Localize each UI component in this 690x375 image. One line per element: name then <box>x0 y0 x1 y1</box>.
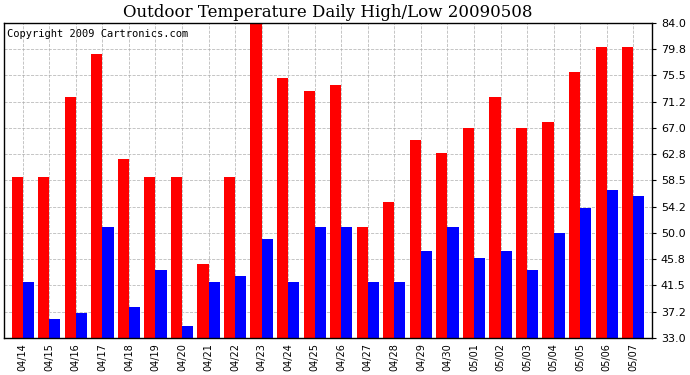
Bar <box>171 177 182 338</box>
Bar <box>23 282 34 338</box>
Bar <box>595 48 607 338</box>
Bar <box>129 307 140 338</box>
Text: Copyright 2009 Cartronics.com: Copyright 2009 Cartronics.com <box>8 29 188 39</box>
Bar <box>250 23 262 338</box>
Bar <box>330 84 342 338</box>
Bar <box>622 48 633 338</box>
Bar <box>91 54 102 338</box>
Bar <box>421 251 432 338</box>
Bar <box>500 251 512 338</box>
Bar <box>155 270 166 338</box>
Bar <box>489 97 500 338</box>
Bar <box>436 153 447 338</box>
Bar <box>527 270 538 338</box>
Bar <box>224 177 235 338</box>
Bar <box>569 72 580 338</box>
Bar <box>197 264 208 338</box>
Bar <box>474 258 485 338</box>
Bar <box>182 326 193 338</box>
Bar <box>235 276 246 338</box>
Bar <box>38 177 49 338</box>
Bar <box>102 227 114 338</box>
Bar <box>447 227 459 338</box>
Bar <box>76 313 87 338</box>
Bar <box>49 320 61 338</box>
Bar <box>342 227 353 338</box>
Bar <box>607 190 618 338</box>
Bar <box>277 78 288 338</box>
Bar <box>208 282 219 338</box>
Bar <box>633 196 644 338</box>
Bar <box>315 227 326 338</box>
Bar <box>288 282 299 338</box>
Bar <box>65 97 76 338</box>
Bar <box>368 282 379 338</box>
Bar <box>304 91 315 338</box>
Bar <box>383 202 395 338</box>
Bar <box>580 208 591 338</box>
Bar <box>118 159 129 338</box>
Bar <box>463 128 474 338</box>
Bar <box>144 177 155 338</box>
Bar <box>516 128 527 338</box>
Bar <box>12 177 23 338</box>
Bar <box>410 140 421 338</box>
Bar <box>542 122 553 338</box>
Bar <box>553 233 564 338</box>
Bar <box>357 227 368 338</box>
Bar <box>262 239 273 338</box>
Bar <box>395 282 406 338</box>
Title: Outdoor Temperature Daily High/Low 20090508: Outdoor Temperature Daily High/Low 20090… <box>124 4 533 21</box>
